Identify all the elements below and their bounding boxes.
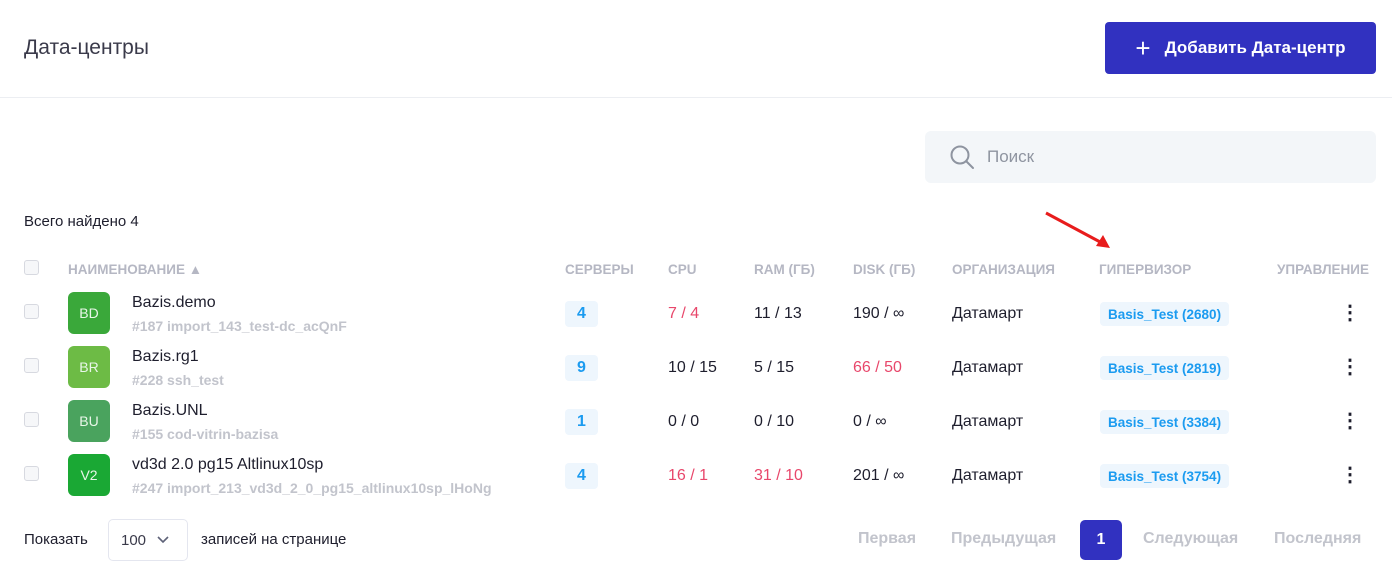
more-vertical-icon[interactable]: ⋮ xyxy=(1340,410,1360,432)
avatar: BR xyxy=(68,346,110,388)
per-page-label: записей на странице xyxy=(201,531,347,548)
hypervisor-badge[interactable]: Basis_Test (2680) xyxy=(1100,302,1230,326)
table-row: V2 vd3d 2.0 pg15 Altlinux10sp #247 impor… xyxy=(0,448,1392,502)
ram-value: 31 / 10 xyxy=(754,467,803,484)
column-header-ram: RAM (ГБ) xyxy=(754,262,815,277)
page-prev[interactable]: Предыдущая xyxy=(951,530,1057,547)
disk-value: 190 / ∞ xyxy=(853,305,905,322)
hypervisor-badge[interactable]: Basis_Test (3384) xyxy=(1100,410,1230,434)
disk-value: 201 / ∞ xyxy=(853,467,905,484)
total-count: Всего найдено 4 xyxy=(24,213,139,230)
datacenter-name[interactable]: Bazis.rg1 xyxy=(132,348,199,365)
page-size-select[interactable]: 100 xyxy=(108,519,188,561)
disk-value: 66 / 50 xyxy=(853,359,902,376)
search-box[interactable] xyxy=(925,131,1376,183)
search-icon xyxy=(950,145,974,169)
avatar: BU xyxy=(68,400,110,442)
add-datacenter-button[interactable]: + Добавить Дата-центр xyxy=(1105,22,1376,74)
cpu-value: 16 / 1 xyxy=(668,467,709,484)
table-row: BD Bazis.demo #187 import_143_test-dc_ac… xyxy=(0,286,1392,340)
datacenter-name[interactable]: Bazis.demo xyxy=(132,294,216,311)
column-header-disk: DISK (ГБ) xyxy=(853,262,916,277)
table-row: BU Bazis.UNL #155 cod-vitrin-bazisa 1 0 … xyxy=(0,394,1392,448)
hypervisor-badge[interactable]: Basis_Test (3754) xyxy=(1100,464,1230,488)
servers-badge[interactable]: 4 xyxy=(565,463,598,489)
more-vertical-icon[interactable]: ⋮ xyxy=(1340,464,1360,486)
column-header-name[interactable]: НАИМЕНОВАНИЕ ▲ xyxy=(68,262,203,277)
ram-value: 11 / 13 xyxy=(754,305,802,322)
disk-value: 0 / ∞ xyxy=(853,413,887,430)
avatar: V2 xyxy=(68,454,110,496)
column-header-hypervisor: ГИПЕРВИЗОР xyxy=(1099,262,1192,277)
avatar: BD xyxy=(68,292,110,334)
datacenter-name[interactable]: Bazis.UNL xyxy=(132,402,208,419)
organization-value: Датамарт xyxy=(952,467,1024,484)
column-header-servers: СЕРВЕРЫ xyxy=(565,262,634,277)
datacenter-subtitle: #228 ssh_test xyxy=(132,372,224,388)
search-input[interactable] xyxy=(987,147,1367,167)
select-all-checkbox[interactable] xyxy=(24,260,39,275)
page-last[interactable]: Последняя xyxy=(1274,530,1362,547)
row-checkbox[interactable] xyxy=(24,466,39,481)
servers-badge[interactable]: 1 xyxy=(565,409,598,435)
cpu-value: 7 / 4 xyxy=(668,305,700,322)
datacenter-subtitle: #155 cod-vitrin-bazisa xyxy=(132,426,279,442)
datacenter-name[interactable]: vd3d 2.0 pg15 Altlinux10sp xyxy=(132,456,324,473)
organization-value: Датамарт xyxy=(952,359,1024,376)
page-title: Дата-центры xyxy=(24,36,149,59)
row-checkbox[interactable] xyxy=(24,358,39,373)
servers-badge[interactable]: 4 xyxy=(565,301,598,327)
row-checkbox[interactable] xyxy=(24,304,39,319)
chevron-down-icon xyxy=(157,536,169,544)
page-next[interactable]: Следующая xyxy=(1143,530,1239,547)
more-vertical-icon[interactable]: ⋮ xyxy=(1340,302,1360,324)
cpu-value: 0 / 0 xyxy=(668,413,700,430)
servers-badge[interactable]: 9 xyxy=(565,355,598,381)
page-size-value: 100 xyxy=(121,531,147,549)
table-row: BR Bazis.rg1 #228 ssh_test 9 10 / 15 5 /… xyxy=(0,340,1392,394)
page-header xyxy=(0,0,1392,98)
cpu-value: 10 / 15 xyxy=(668,359,717,376)
ram-value: 5 / 15 xyxy=(754,359,795,376)
annotation-arrow-icon xyxy=(1045,211,1110,248)
page-current[interactable]: 1 xyxy=(1080,520,1122,560)
row-checkbox[interactable] xyxy=(24,412,39,427)
datacenter-subtitle: #247 import_213_vd3d_2_0_pg15_altlinux10… xyxy=(132,480,492,496)
ram-value: 0 / 10 xyxy=(754,413,795,430)
column-header-actions: УПРАВЛЕНИЕ xyxy=(1277,262,1370,277)
datacenter-subtitle: #187 import_143_test-dc_acQnF xyxy=(132,318,347,334)
column-header-cpu: CPU xyxy=(668,262,697,277)
plus-icon: + xyxy=(1135,33,1151,63)
more-vertical-icon[interactable]: ⋮ xyxy=(1340,356,1360,378)
add-datacenter-label: Добавить Дата-центр xyxy=(1164,38,1346,57)
show-label: Показать xyxy=(24,531,88,548)
column-header-organization: ОРГАНИЗАЦИЯ xyxy=(952,262,1055,277)
hypervisor-badge[interactable]: Basis_Test (2819) xyxy=(1100,356,1230,380)
organization-value: Датамарт xyxy=(952,305,1024,322)
page-first[interactable]: Первая xyxy=(858,530,917,547)
organization-value: Датамарт xyxy=(952,413,1024,430)
